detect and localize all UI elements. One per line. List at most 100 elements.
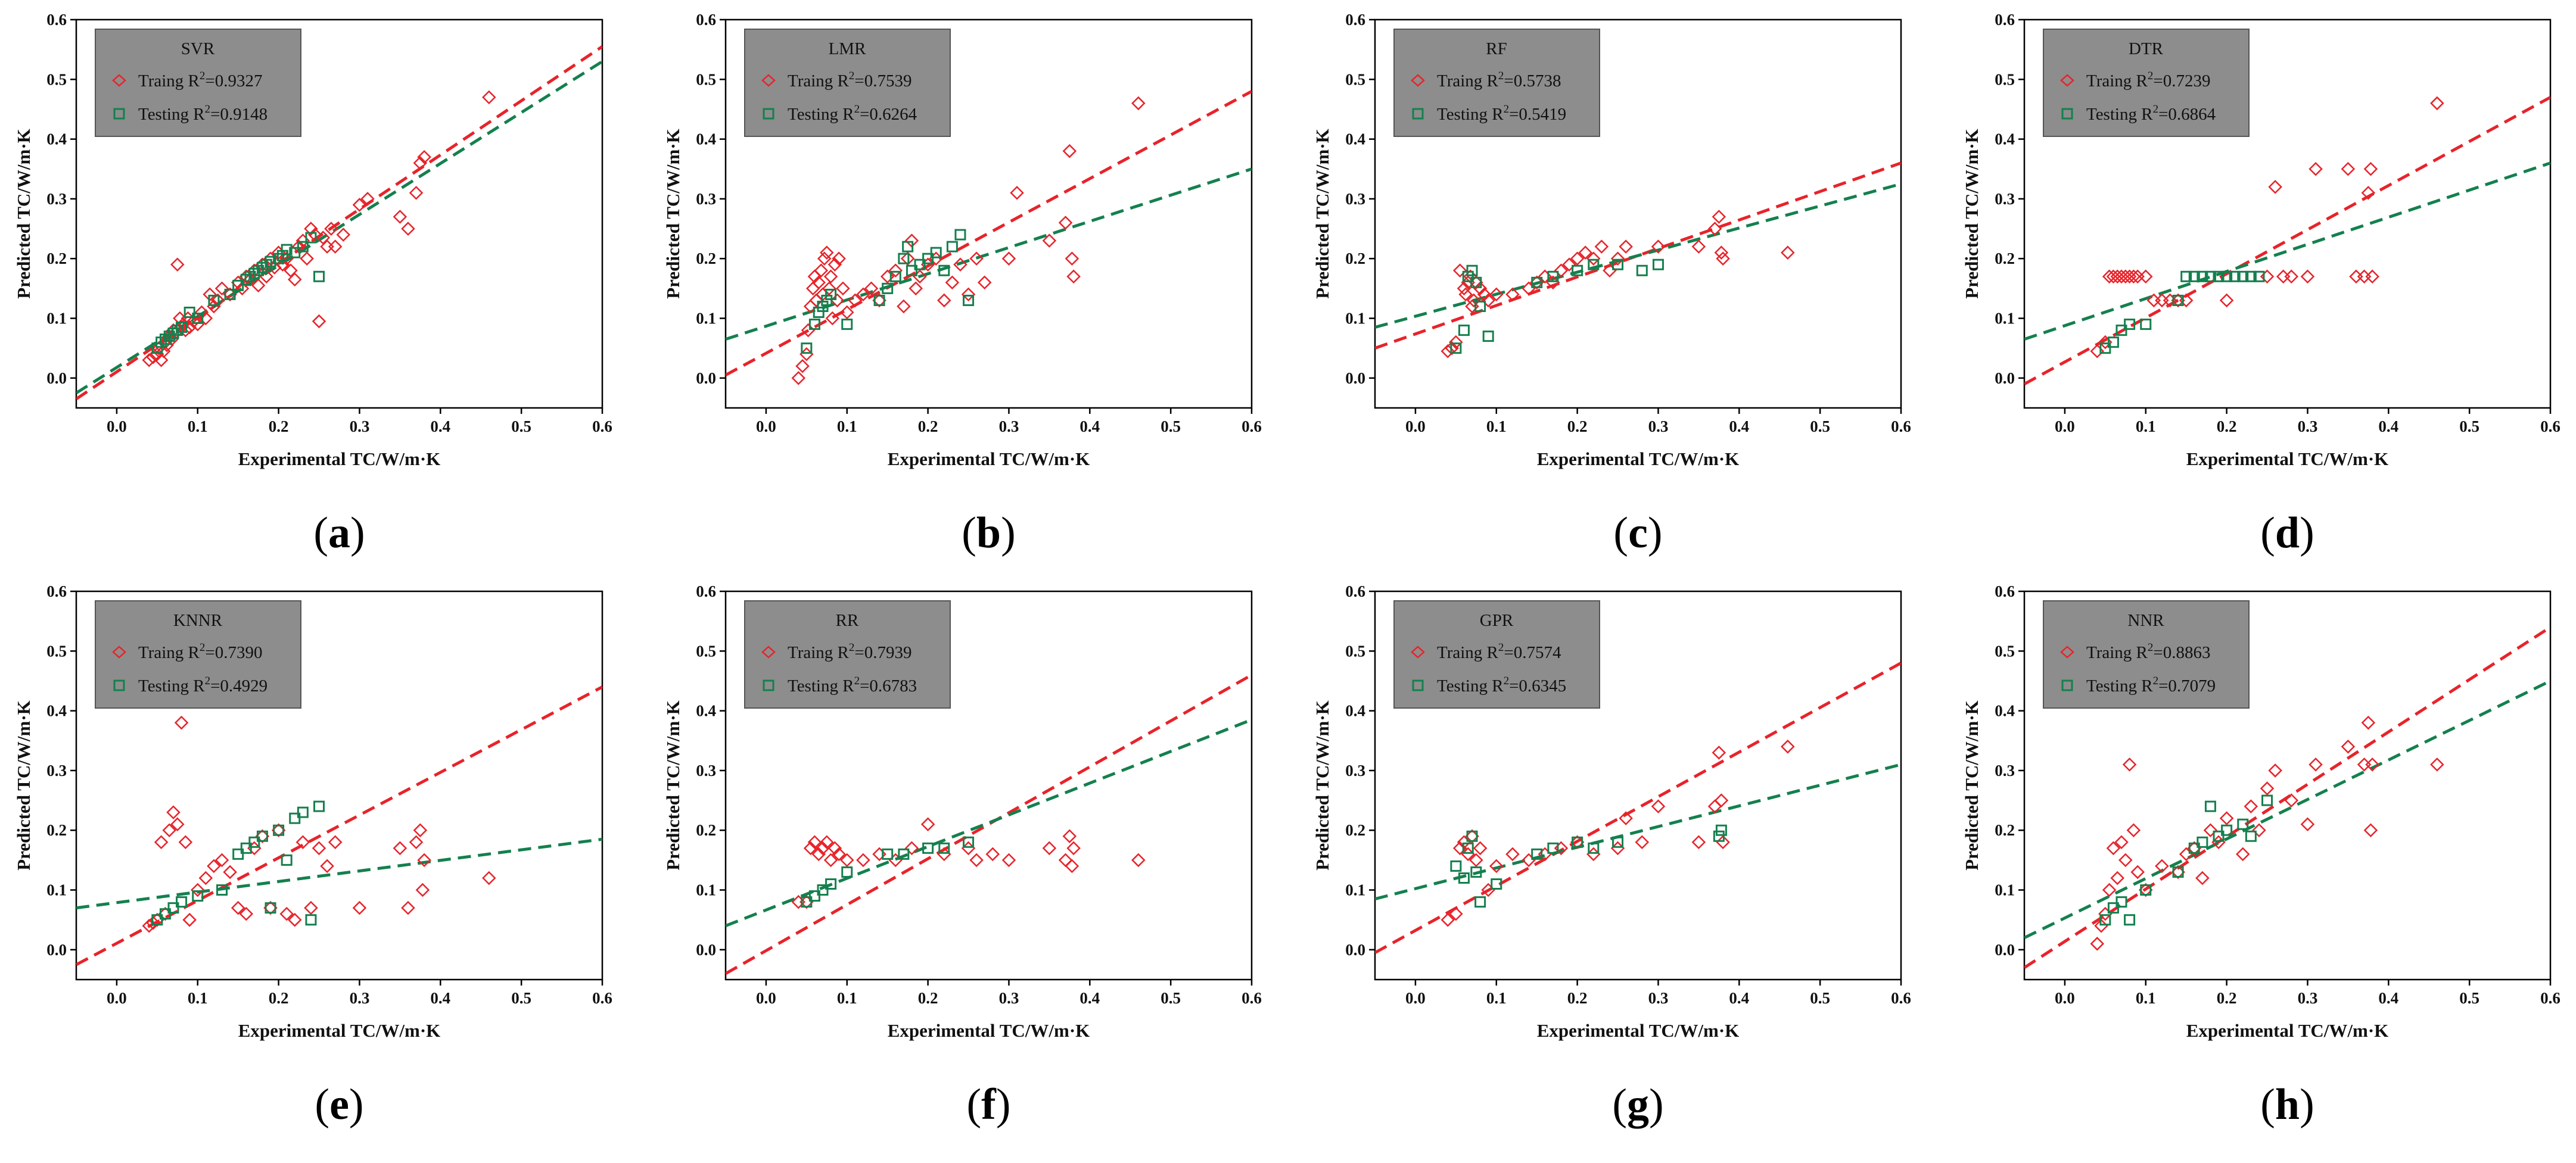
test-point <box>2124 319 2136 330</box>
legend-box <box>1393 600 1600 709</box>
y-tick-label: 0.3 <box>1345 190 1365 208</box>
y-tick-label: 0.4 <box>1345 702 1365 720</box>
y-tick-label: 0.3 <box>696 762 716 780</box>
x-tick-label: 0.4 <box>430 417 450 435</box>
data-layer <box>726 674 1252 975</box>
legend-train-label: Traing R2=0.7574 <box>1437 641 1561 662</box>
test-point <box>176 322 188 333</box>
y-tick-label: 0.2 <box>1995 250 2015 267</box>
train-point <box>312 314 326 329</box>
train-point <box>2126 823 2141 837</box>
y-tick-label: 0.2 <box>1345 250 1365 267</box>
legend-test-marker <box>763 108 774 120</box>
x-tick-label: 0.4 <box>430 989 450 1007</box>
y-tick-label: 0.3 <box>1995 762 2015 780</box>
test-point <box>281 244 293 255</box>
test-point <box>808 890 820 902</box>
train-point <box>2236 847 2250 862</box>
test-point <box>2188 270 2200 282</box>
test-point <box>2237 818 2249 830</box>
legend-train-marker <box>2060 74 2074 87</box>
y-tick-label: 0.6 <box>46 582 67 600</box>
train-point <box>897 299 911 314</box>
train-point <box>827 257 842 272</box>
legend-test-label: Testing R2=0.9148 <box>138 103 267 124</box>
train-point <box>1473 841 1488 856</box>
train-point <box>888 263 903 278</box>
test-point <box>1547 270 1559 282</box>
legend-train-marker <box>112 74 126 87</box>
test-point <box>946 241 958 252</box>
test-point <box>232 279 244 291</box>
train-point <box>820 835 834 850</box>
train-point <box>417 149 431 164</box>
y-tick-label: 0.6 <box>1345 582 1365 600</box>
panel-letter-e: (e) <box>315 1080 364 1129</box>
legend-test-label: Testing R2=0.4929 <box>138 675 267 696</box>
train-point <box>1066 841 1081 856</box>
train-point <box>823 853 838 868</box>
train-point <box>1458 287 1473 302</box>
test-point <box>2204 270 2216 282</box>
train-point <box>1042 841 1057 856</box>
test-point <box>1466 264 1478 276</box>
legend-title: KNNR <box>173 611 223 630</box>
panel-letter-h: (h) <box>2260 1080 2314 1129</box>
train-point <box>288 272 302 287</box>
y-tick-label: 0.2 <box>696 821 716 839</box>
train-point <box>170 817 185 831</box>
legend-test-marker <box>1412 679 1424 691</box>
train-point <box>900 251 915 266</box>
x-tick-label: 0.1 <box>1486 417 1507 435</box>
x-axis-title: Experimental TC/W/m·K <box>2186 448 2389 469</box>
train-point <box>156 344 171 358</box>
train-point <box>2300 817 2315 831</box>
legend-train-label: Traing R2=0.7539 <box>788 70 911 91</box>
y-axis-title: Predicted TC/W/m·K <box>13 700 34 871</box>
train-point <box>961 287 976 302</box>
train-point <box>1781 245 1795 260</box>
legend-test-marker <box>2061 108 2073 120</box>
x-tick-label: 0.4 <box>2378 417 2398 435</box>
legend-train-marker <box>1411 646 1425 659</box>
legend-title: LMR <box>829 39 867 58</box>
train-point <box>312 841 326 856</box>
test-point <box>1636 264 1648 276</box>
train-point <box>1010 186 1024 200</box>
train-point <box>1452 263 1467 278</box>
test-point <box>265 255 276 267</box>
y-tick-label: 0.1 <box>46 310 67 328</box>
train-point <box>909 281 923 296</box>
test-point <box>313 800 325 812</box>
y-tick-label: 0.0 <box>46 941 67 959</box>
test-point <box>1482 330 1494 342</box>
y-axis-title: Predicted TC/W/m·K <box>1312 700 1333 871</box>
train-point <box>1457 281 1471 296</box>
x-tick-label: 0.4 <box>1079 989 1100 1007</box>
train-fit-line <box>76 685 602 966</box>
x-axis-title: Experimental TC/W/m·K <box>888 1020 1090 1041</box>
train-point <box>316 230 331 245</box>
legend-title: RF <box>1486 39 1507 58</box>
y-tick-label: 0.6 <box>696 11 716 29</box>
x-tick-label: 0.1 <box>188 989 208 1007</box>
x-tick-label: 0.6 <box>1891 417 1911 435</box>
test-point <box>1652 258 1664 270</box>
train-point <box>154 353 169 367</box>
legend-test-marker <box>2061 679 2073 691</box>
test-point <box>281 854 293 866</box>
test-point <box>1531 848 1543 860</box>
x-tick-label: 0.1 <box>1486 989 1507 1007</box>
y-tick-label: 0.6 <box>46 11 67 29</box>
train-point <box>352 900 367 915</box>
test-point <box>2180 270 2192 282</box>
train-point <box>2110 871 2124 885</box>
train-point <box>2122 757 2137 772</box>
train-point <box>1712 746 1726 760</box>
x-axis-title: Experimental TC/W/m·K <box>1537 448 1740 469</box>
test-point <box>922 252 934 264</box>
y-tick-label: 0.1 <box>1995 310 2015 328</box>
x-tick-label: 0.5 <box>2459 989 2479 1007</box>
data-layer <box>726 90 1252 385</box>
